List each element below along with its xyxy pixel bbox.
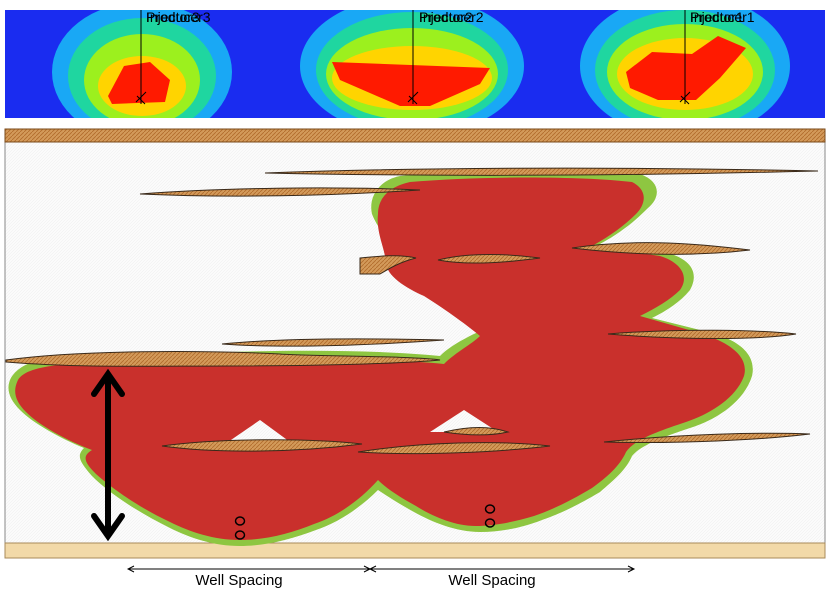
well-label-injector1: Injector1 bbox=[690, 9, 744, 25]
well-label-producer1: Producer1 bbox=[690, 9, 755, 25]
base-rock-layer bbox=[4, 542, 826, 559]
well-trace-1 bbox=[679, 10, 691, 105]
well-label-producer2: Producer2 bbox=[419, 9, 484, 25]
injector-well-marker bbox=[484, 504, 496, 514]
well-label-injector3: Injector3 bbox=[146, 9, 200, 25]
well-spacing-label-left: Well Spacing bbox=[195, 572, 282, 589]
well-trace-3 bbox=[135, 10, 147, 105]
shale-lenses bbox=[5, 167, 819, 455]
gap-under-shale-mid bbox=[430, 410, 498, 432]
heat-plume-3 bbox=[52, 2, 232, 142]
shale-lens bbox=[359, 255, 417, 275]
well-spacing-dimensions: Well Spacing Well Spacing bbox=[126, 565, 636, 589]
well-pair-left bbox=[234, 516, 246, 540]
producer-well-marker bbox=[234, 530, 246, 540]
heat-plume-2 bbox=[300, 0, 524, 136]
shale-lens bbox=[357, 442, 551, 455]
well-pair-right bbox=[484, 504, 496, 528]
well-label-producer3: Producer3 bbox=[146, 9, 211, 25]
well-trace-2 bbox=[407, 10, 419, 105]
shale-lens bbox=[221, 338, 445, 347]
well-label-injector2: Injector2 bbox=[419, 9, 473, 25]
thickness-arrow bbox=[91, 368, 125, 542]
reservoir-cross-section bbox=[4, 128, 826, 559]
gap-under-shale-left bbox=[228, 420, 290, 442]
producer-well-marker bbox=[484, 518, 496, 528]
temperature-heatmap: Injector3 Producer3 Injector2 Producer2 … bbox=[0, 0, 833, 142]
shale-lens bbox=[607, 329, 797, 339]
cap-rock-layer bbox=[4, 128, 826, 143]
shale-lens bbox=[443, 427, 510, 436]
shale-lens bbox=[571, 242, 751, 255]
shale-lens bbox=[603, 432, 811, 444]
shale-lens bbox=[139, 187, 421, 197]
shale-lens bbox=[5, 351, 441, 367]
shale-lens bbox=[264, 167, 819, 176]
injector-well-marker bbox=[234, 516, 246, 526]
shale-lens bbox=[437, 254, 541, 264]
shale-lens bbox=[161, 439, 363, 452]
well-spacing-label-right: Well Spacing bbox=[448, 572, 535, 589]
